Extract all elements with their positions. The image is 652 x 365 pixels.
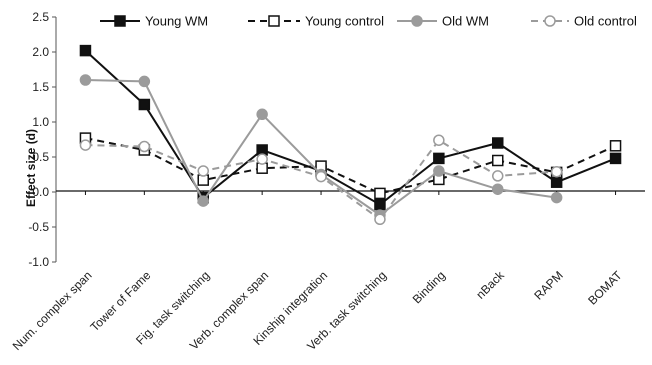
legend-label: Young control — [305, 14, 384, 29]
data-point — [550, 176, 563, 188]
data-point — [138, 140, 151, 153]
data-point — [433, 152, 445, 165]
y-tick-label: 2.5 — [32, 10, 49, 24]
y-tick-label: -0.5 — [28, 220, 49, 234]
data-point — [374, 187, 386, 200]
legend-marker — [114, 15, 126, 27]
y-tick-label: -1.0 — [28, 255, 49, 269]
x-tick-label: Binding — [410, 268, 448, 306]
data-point — [79, 139, 92, 151]
data-point — [550, 165, 563, 178]
data-point — [433, 134, 445, 146]
y-axis-title: Effect size (d) — [24, 129, 38, 207]
data-point — [492, 154, 504, 167]
data-point — [79, 74, 92, 86]
legend-label: Old WM — [442, 14, 489, 29]
x-tick-label: Tower of Fame — [87, 268, 153, 334]
series-lines — [79, 44, 622, 226]
series-3 — [79, 134, 563, 226]
data-point — [609, 152, 622, 165]
series-line — [85, 137, 616, 195]
data-point — [197, 195, 209, 207]
x-tick-label: RAPM — [531, 268, 565, 302]
legend-label: Young WM — [145, 14, 208, 29]
data-point — [550, 191, 563, 204]
data-point — [256, 153, 268, 165]
legend-item: Old WM — [397, 14, 489, 29]
y-tick-label: 0.0 — [32, 185, 49, 199]
legend-marker — [268, 15, 280, 27]
data-point — [197, 165, 209, 177]
y-tick-label: 0.5 — [32, 150, 49, 164]
y-tick-label: 1.0 — [32, 115, 49, 129]
legend-item: Young control — [248, 14, 384, 29]
y-axis: -1.0 -0.5 0.0 0.5 1.0 1.5 2.0 2.5 — [28, 10, 57, 269]
data-point — [138, 98, 151, 111]
data-point — [492, 137, 504, 149]
series-line — [84, 49, 616, 206]
data-point — [315, 170, 327, 183]
data-point — [609, 140, 622, 152]
data-point — [433, 165, 445, 177]
data-point — [79, 44, 92, 57]
legend-item: Young WM — [100, 14, 208, 29]
legend-label: Old control — [574, 14, 637, 29]
data-point — [492, 183, 504, 195]
x-tick-label: nBack — [473, 268, 507, 302]
series-2 — [79, 74, 563, 221]
data-point — [492, 170, 504, 182]
legend-item: Old control — [531, 14, 637, 29]
legend: Young WM Young control Old WM Old control — [100, 14, 637, 29]
data-point — [374, 198, 386, 211]
data-point — [374, 213, 386, 226]
y-tick-label: 2.0 — [32, 45, 49, 59]
data-point — [256, 108, 268, 121]
legend-marker — [544, 15, 556, 27]
y-tick-label: 1.5 — [32, 80, 49, 94]
x-tick-label: Num. complex span — [10, 268, 95, 353]
series-0 — [79, 44, 622, 211]
x-tick-label: BOMAT — [585, 268, 625, 308]
legend-marker — [411, 15, 423, 27]
data-point — [138, 75, 151, 88]
